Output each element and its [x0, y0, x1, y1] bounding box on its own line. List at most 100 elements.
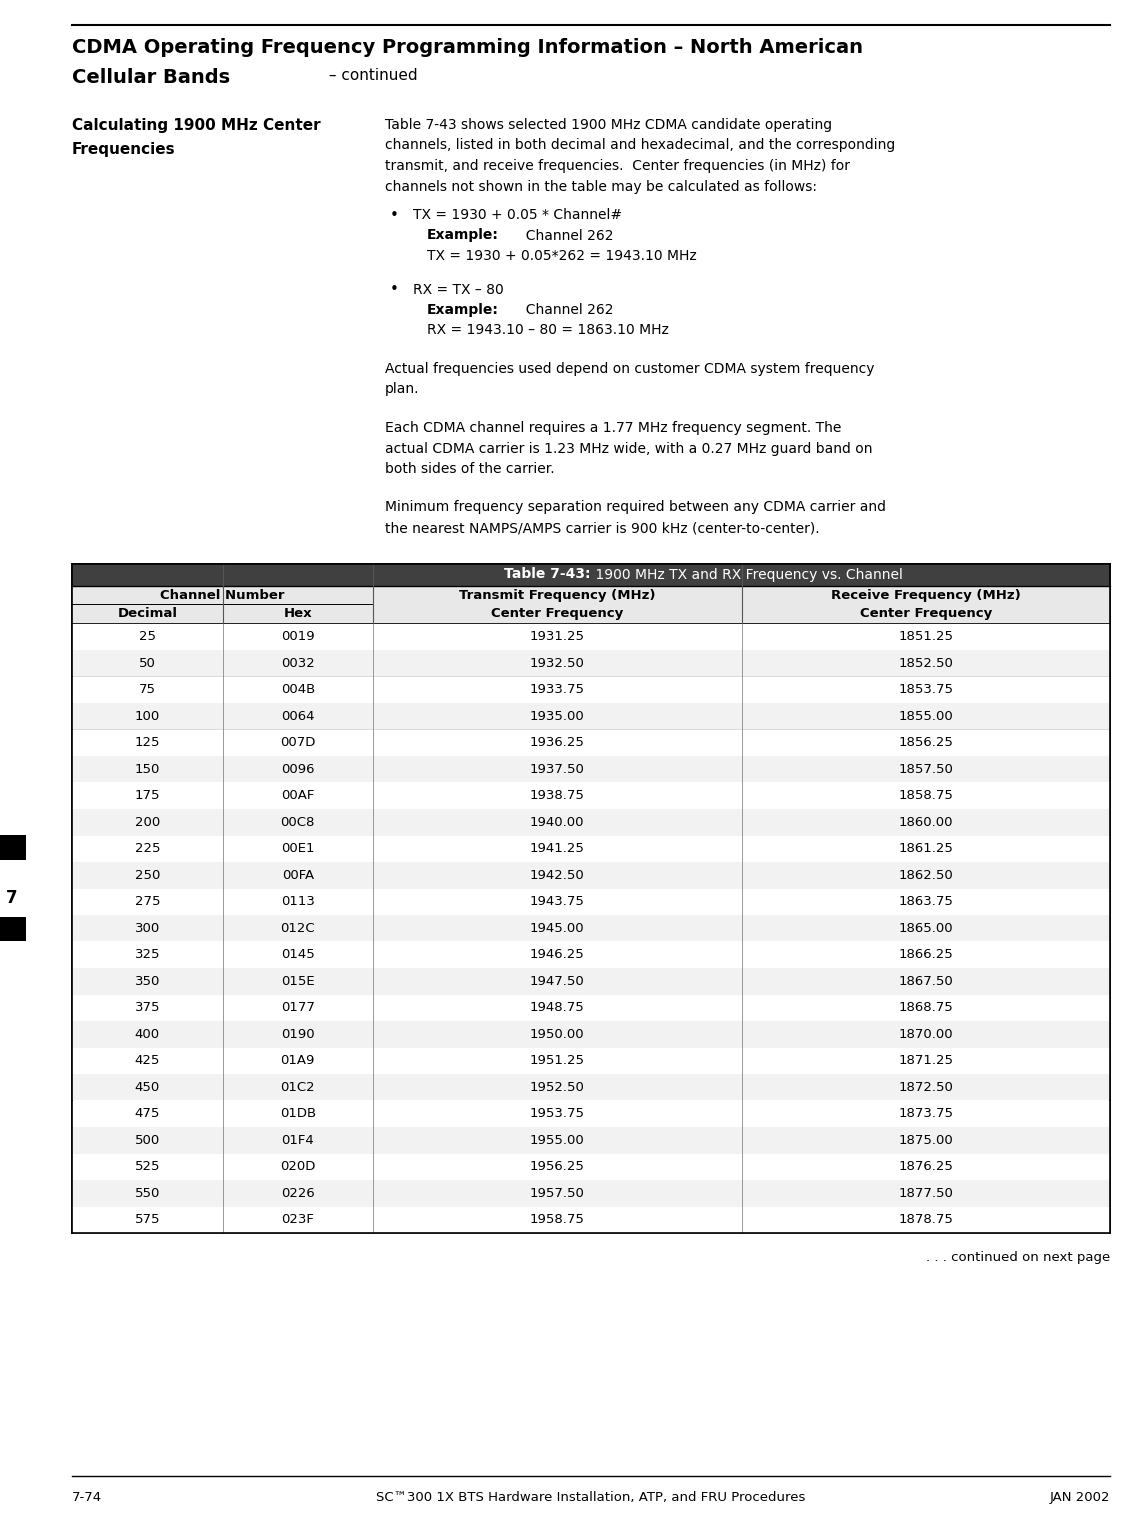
- Text: Actual frequencies used depend on customer CDMA system frequency: Actual frequencies used depend on custom…: [385, 361, 875, 377]
- Text: 004B: 004B: [280, 683, 315, 697]
- Text: 175: 175: [134, 790, 160, 802]
- Text: transmit, and receive frequencies.  Center frequencies (in MHz) for: transmit, and receive frequencies. Cente…: [385, 159, 850, 173]
- Text: RX = TX – 80: RX = TX – 80: [413, 283, 504, 297]
- Text: 1872.50: 1872.50: [899, 1081, 953, 1093]
- Text: Hex: Hex: [284, 606, 312, 620]
- Text: 375: 375: [134, 1001, 160, 1014]
- Text: 1855.00: 1855.00: [899, 710, 953, 723]
- Text: Minimum frequency separation required between any CDMA carrier and: Minimum frequency separation required be…: [385, 501, 886, 514]
- Text: 023F: 023F: [281, 1213, 315, 1226]
- Text: 1938.75: 1938.75: [530, 790, 584, 802]
- Text: 425: 425: [134, 1055, 160, 1067]
- Bar: [72, 585, 1110, 623]
- Text: 1862.50: 1862.50: [899, 868, 953, 882]
- Bar: [72, 888, 1110, 916]
- Text: 1861.25: 1861.25: [899, 842, 953, 856]
- Text: 00E1: 00E1: [281, 842, 315, 856]
- Text: 250: 250: [134, 868, 160, 882]
- Text: 00C8: 00C8: [280, 816, 315, 828]
- Text: 7-74: 7-74: [72, 1491, 102, 1503]
- Text: Each CDMA channel requires a 1.77 MHz frequency segment. The: Each CDMA channel requires a 1.77 MHz fr…: [385, 421, 841, 435]
- Text: 0019: 0019: [281, 631, 315, 643]
- Bar: [72, 1075, 1110, 1101]
- Bar: [72, 729, 1110, 756]
- Text: 400: 400: [134, 1027, 160, 1041]
- Bar: [72, 916, 1110, 942]
- Text: 1941.25: 1941.25: [530, 842, 584, 856]
- Bar: [72, 703, 1110, 729]
- Bar: [0, 917, 26, 942]
- Text: 7: 7: [6, 890, 18, 906]
- Text: 1870.00: 1870.00: [899, 1027, 953, 1041]
- Text: 1945.00: 1945.00: [530, 922, 584, 935]
- Bar: [72, 1047, 1110, 1075]
- Text: Decimal: Decimal: [117, 606, 177, 620]
- Text: 1952.50: 1952.50: [530, 1081, 584, 1093]
- Text: 015E: 015E: [281, 975, 315, 987]
- Text: TX = 1930 + 0.05 * Channel#: TX = 1930 + 0.05 * Channel#: [413, 208, 622, 222]
- Text: CDMA Operating Frequency Programming Information – North American: CDMA Operating Frequency Programming Inf…: [72, 38, 863, 57]
- Text: 1867.50: 1867.50: [899, 975, 953, 987]
- Bar: [72, 782, 1110, 808]
- Text: 275: 275: [134, 896, 160, 908]
- Bar: [72, 862, 1110, 888]
- Text: 475: 475: [134, 1107, 160, 1121]
- Text: plan.: plan.: [385, 383, 419, 397]
- Text: 1900 MHz TX and RX Frequency vs. Channel: 1900 MHz TX and RX Frequency vs. Channel: [591, 568, 902, 582]
- Text: 0177: 0177: [281, 1001, 315, 1014]
- Text: 1878.75: 1878.75: [899, 1213, 953, 1226]
- Text: 1942.50: 1942.50: [530, 868, 584, 882]
- Text: both sides of the carrier.: both sides of the carrier.: [385, 462, 554, 476]
- Bar: [72, 623, 1110, 651]
- Text: 1865.00: 1865.00: [899, 922, 953, 935]
- Bar: [72, 1153, 1110, 1180]
- Bar: [72, 563, 1110, 1232]
- Text: 575: 575: [134, 1213, 160, 1226]
- Text: Transmit Frequency (MHz): Transmit Frequency (MHz): [459, 589, 656, 602]
- Text: 1943.75: 1943.75: [530, 896, 584, 908]
- Text: 020D: 020D: [280, 1160, 316, 1173]
- Text: 50: 50: [139, 657, 156, 669]
- Text: 150: 150: [134, 762, 160, 776]
- Text: 1863.75: 1863.75: [899, 896, 953, 908]
- Text: 1953.75: 1953.75: [529, 1107, 584, 1121]
- Text: channels, listed in both decimal and hexadecimal, and the corresponding: channels, listed in both decimal and hex…: [385, 138, 895, 153]
- Bar: [72, 1206, 1110, 1232]
- Text: 00AF: 00AF: [281, 790, 315, 802]
- Text: 0064: 0064: [281, 710, 315, 723]
- Text: Example:: Example:: [427, 228, 499, 242]
- Text: •: •: [390, 283, 398, 297]
- Bar: [72, 756, 1110, 782]
- Text: 1932.50: 1932.50: [530, 657, 584, 669]
- Text: 1956.25: 1956.25: [530, 1160, 584, 1173]
- Text: 1853.75: 1853.75: [898, 683, 953, 697]
- Text: JAN 2002: JAN 2002: [1049, 1491, 1110, 1503]
- Text: Frequencies: Frequencies: [72, 142, 176, 158]
- Text: 1947.50: 1947.50: [530, 975, 584, 987]
- Text: 1875.00: 1875.00: [899, 1134, 953, 1147]
- Bar: [72, 1127, 1110, 1153]
- Bar: [72, 651, 1110, 677]
- Text: the nearest NAMPS/AMPS carrier is 900 kHz (center-to-center).: the nearest NAMPS/AMPS carrier is 900 kH…: [385, 521, 820, 534]
- Bar: [72, 808, 1110, 836]
- Text: 1860.00: 1860.00: [899, 816, 953, 828]
- Text: 1868.75: 1868.75: [899, 1001, 953, 1014]
- Text: 525: 525: [134, 1160, 160, 1173]
- Text: 1951.25: 1951.25: [529, 1055, 584, 1067]
- Text: 1856.25: 1856.25: [899, 736, 953, 749]
- Text: 1852.50: 1852.50: [899, 657, 953, 669]
- Text: 200: 200: [134, 816, 160, 828]
- Text: Receive Frequency (MHz): Receive Frequency (MHz): [831, 589, 1021, 602]
- Text: Table 7-43 shows selected 1900 MHz CDMA candidate operating: Table 7-43 shows selected 1900 MHz CDMA …: [385, 118, 832, 132]
- Text: 00FA: 00FA: [281, 868, 313, 882]
- Text: 225: 225: [134, 842, 160, 856]
- Text: Channel Number: Channel Number: [161, 589, 285, 602]
- Text: 1877.50: 1877.50: [899, 1187, 953, 1200]
- Text: 1851.25: 1851.25: [898, 631, 953, 643]
- Text: channels not shown in the table may be calculated as follows:: channels not shown in the table may be c…: [385, 179, 817, 193]
- Text: actual CDMA carrier is 1.23 MHz wide, with a 0.27 MHz guard band on: actual CDMA carrier is 1.23 MHz wide, wi…: [385, 441, 872, 456]
- Text: 1866.25: 1866.25: [899, 948, 953, 961]
- Text: 1876.25: 1876.25: [899, 1160, 953, 1173]
- Bar: [72, 1180, 1110, 1206]
- Text: 1958.75: 1958.75: [530, 1213, 584, 1226]
